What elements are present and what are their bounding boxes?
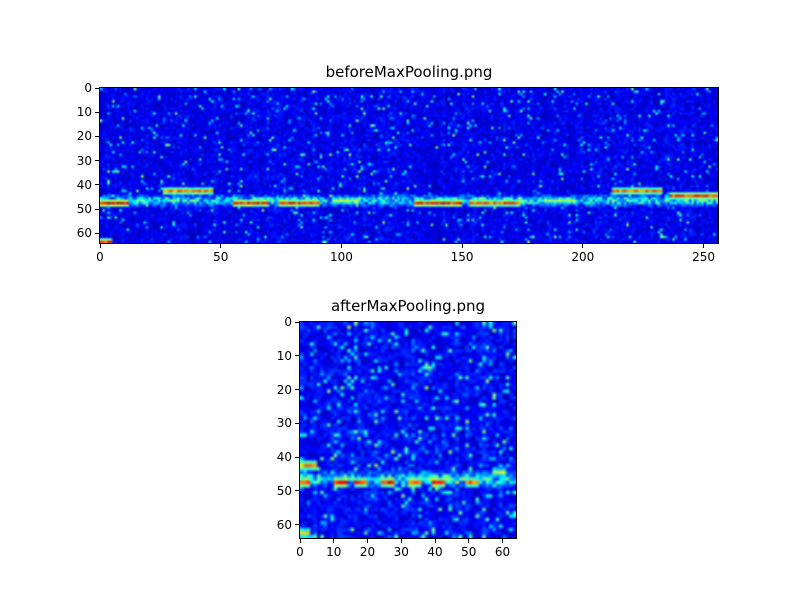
y-tick-label: 20 bbox=[276, 382, 292, 397]
x-tick-label: 50 bbox=[213, 250, 229, 264]
x-tick-mark bbox=[220, 244, 222, 248]
y-tick-mark bbox=[95, 184, 99, 186]
y-tick-mark bbox=[95, 208, 99, 210]
x-tick-label: 250 bbox=[692, 250, 715, 264]
before-maxpooling-heatmap bbox=[99, 87, 719, 244]
x-tick-mark bbox=[333, 539, 335, 543]
y-tick-mark bbox=[295, 389, 299, 390]
y-tick-mark bbox=[295, 490, 299, 492]
after-maxpooling-heatmap bbox=[299, 321, 517, 539]
y-tick-label: 10 bbox=[276, 348, 292, 363]
y-tick-mark bbox=[95, 87, 99, 89]
x-tick-label: 20 bbox=[359, 545, 376, 559]
y-tick-label: 50 bbox=[76, 202, 92, 217]
x-tick-mark bbox=[400, 539, 402, 543]
y-tick-mark bbox=[95, 135, 99, 137]
y-tick-label: 40 bbox=[76, 177, 92, 192]
x-tick-mark bbox=[434, 539, 436, 543]
y-tick-mark bbox=[95, 160, 99, 162]
y-tick-mark bbox=[95, 232, 99, 234]
x-tick-label: 40 bbox=[427, 545, 443, 559]
y-tick-label: 0 bbox=[284, 315, 292, 329]
x-tick-mark bbox=[99, 244, 101, 248]
y-tick-mark bbox=[295, 456, 299, 458]
x-tick-label: 60 bbox=[494, 545, 511, 559]
y-tick-mark bbox=[295, 321, 299, 323]
x-tick-label: 150 bbox=[450, 250, 474, 264]
y-tick-mark bbox=[95, 111, 99, 113]
x-tick-mark bbox=[367, 539, 368, 543]
y-tick-mark bbox=[295, 422, 299, 424]
x-tick-label: 200 bbox=[571, 250, 595, 264]
x-tick-label: 100 bbox=[329, 250, 353, 264]
x-tick-mark bbox=[468, 539, 470, 543]
y-tick-label: 30 bbox=[276, 416, 292, 431]
y-tick-label: 40 bbox=[276, 450, 292, 464]
x-tick-label: 0 bbox=[96, 250, 104, 264]
y-tick-label: 0 bbox=[84, 81, 92, 95]
x-tick-label: 50 bbox=[461, 545, 477, 559]
y-tick-label: 30 bbox=[76, 153, 92, 168]
x-tick-label: 10 bbox=[326, 545, 342, 559]
y-tick-label: 50 bbox=[276, 483, 292, 498]
after-maxpooling-title: afterMaxPooling.png bbox=[330, 297, 486, 315]
y-tick-mark bbox=[295, 355, 299, 357]
x-tick-mark bbox=[340, 244, 342, 248]
x-tick-mark bbox=[582, 244, 584, 248]
x-tick-mark bbox=[703, 244, 705, 248]
y-tick-label: 60 bbox=[76, 226, 92, 241]
y-tick-label: 10 bbox=[76, 105, 92, 120]
x-tick-mark bbox=[502, 539, 503, 543]
y-tick-mark bbox=[295, 524, 299, 525]
y-tick-label: 60 bbox=[276, 517, 292, 532]
x-tick-label: 0 bbox=[296, 545, 304, 559]
x-tick-mark bbox=[299, 539, 301, 543]
before-maxpooling-title: beforeMaxPooling.png bbox=[325, 63, 493, 81]
x-tick-label: 30 bbox=[393, 545, 409, 559]
y-tick-label: 20 bbox=[76, 129, 92, 144]
x-tick-mark bbox=[461, 244, 463, 248]
